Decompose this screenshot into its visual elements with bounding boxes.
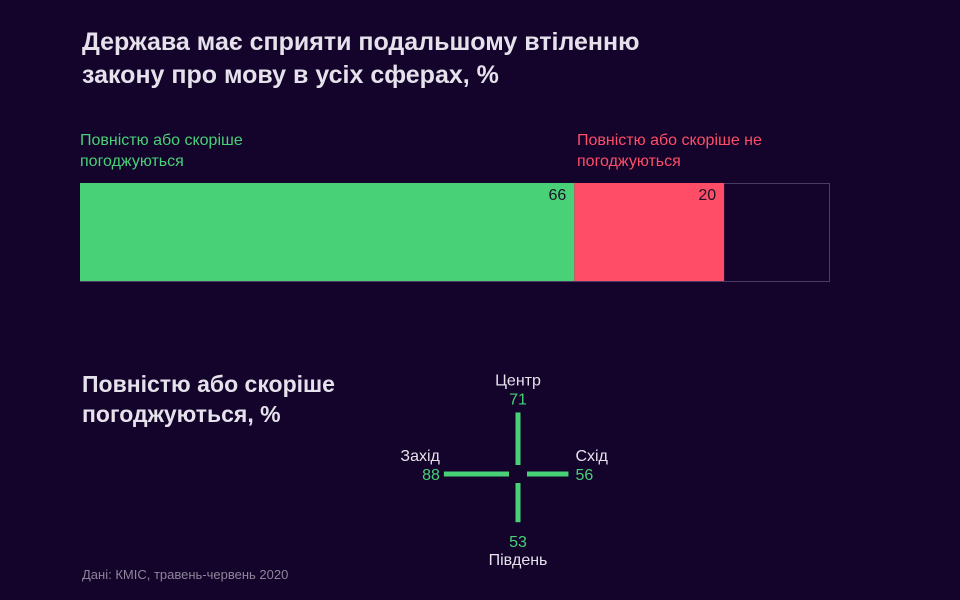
legend-disagree-label: Повністю або скоріше не погоджуються (577, 132, 762, 170)
bar-west (443, 471, 509, 477)
region-value-south: 53 (509, 534, 527, 551)
bar-value-label: 20 (698, 187, 716, 204)
bar-segment-agree (80, 183, 575, 281)
bar-center (515, 412, 521, 465)
bar-east (527, 471, 569, 477)
region-name-east: Схід (575, 448, 608, 465)
region-value-east: 56 (575, 467, 593, 484)
region-value-west: 88 (422, 467, 440, 484)
region-value-center: 71 (509, 391, 527, 408)
chart-title: Держава має сприяти подальшому втіленню … (82, 28, 640, 89)
legend-agree-label: Повністю або скоріше погоджуються (80, 132, 243, 170)
region-name-west: Захід (400, 448, 440, 465)
bar-segment-disagree (574, 183, 725, 281)
region-name-center: Центр (495, 372, 541, 389)
regions-subtitle: Повністю або скоріше погоджуються, % (82, 371, 335, 427)
bar-remainder-outline (80, 183, 830, 282)
source-note: Дані: КМІС, травень-червень 2020 (82, 567, 289, 582)
region-name-south: Південь (489, 552, 548, 569)
bar-south (515, 483, 521, 523)
bar-value-label: 66 (549, 187, 567, 204)
